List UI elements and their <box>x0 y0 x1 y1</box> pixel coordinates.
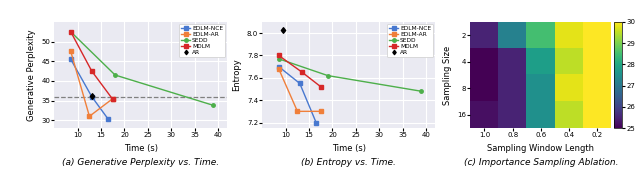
Text: (a) Generative Perplexity vs. Time.: (a) Generative Perplexity vs. Time. <box>62 158 220 167</box>
Legend: EDLM-NCE, EDLM-AR, SEDD, MDLM, AR: EDLM-NCE, EDLM-AR, SEDD, MDLM, AR <box>179 24 225 57</box>
X-axis label: Time (s): Time (s) <box>332 144 366 153</box>
Y-axis label: Entropy: Entropy <box>232 59 241 91</box>
Legend: EDLM-NCE, EDLM-AR, SEDD, MDLM, AR: EDLM-NCE, EDLM-AR, SEDD, MDLM, AR <box>387 24 433 57</box>
Y-axis label: Generative Perplexity: Generative Perplexity <box>27 29 36 121</box>
Y-axis label: Sampling Size: Sampling Size <box>443 45 452 105</box>
X-axis label: Sampling Window Length: Sampling Window Length <box>487 144 595 153</box>
Text: (b) Entropy vs. Time.: (b) Entropy vs. Time. <box>301 158 396 167</box>
Text: (c) Importance Sampling Ablation.: (c) Importance Sampling Ablation. <box>463 158 618 167</box>
X-axis label: Time (s): Time (s) <box>124 144 158 153</box>
